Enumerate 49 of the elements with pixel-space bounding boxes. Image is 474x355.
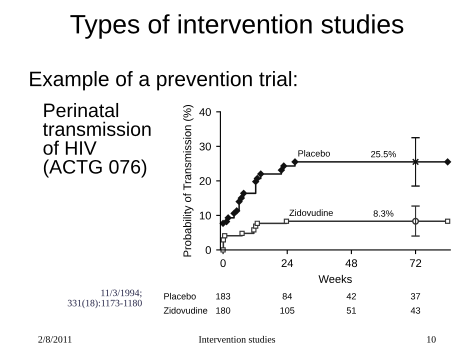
point bbox=[291, 158, 298, 166]
chart-subtitle: Example of a prevention trial: bbox=[30, 71, 296, 90]
x-tick-label: 0 bbox=[220, 259, 226, 268]
text: 2/8/2011 bbox=[38, 336, 72, 343]
text: Intervention studies bbox=[198, 336, 276, 343]
point bbox=[238, 194, 245, 202]
point bbox=[254, 220, 260, 226]
point bbox=[224, 214, 232, 222]
point bbox=[280, 162, 288, 170]
text: Placebo bbox=[164, 292, 196, 300]
annotation: 8.3% bbox=[374, 210, 394, 217]
x-axis-title: Weeks bbox=[318, 274, 352, 284]
point bbox=[239, 230, 245, 236]
chart-title: Types of intervention studies bbox=[70, 14, 404, 39]
point bbox=[412, 158, 420, 166]
text: 37 bbox=[410, 293, 420, 300]
text: 51 bbox=[346, 307, 356, 314]
text: 42 bbox=[346, 293, 356, 300]
x-tick-label: 24 bbox=[282, 259, 294, 267]
point bbox=[251, 227, 256, 233]
point bbox=[222, 233, 228, 238]
point bbox=[233, 207, 240, 214]
text: 105 bbox=[280, 307, 294, 314]
y-tick-label: 30 bbox=[199, 142, 211, 150]
x-tick-label: 48 bbox=[345, 259, 358, 268]
point bbox=[444, 218, 450, 224]
text: 183 bbox=[216, 293, 230, 300]
text: 10 bbox=[427, 336, 436, 343]
y-tick-label: 10 bbox=[200, 212, 211, 220]
x-tick-label: 72 bbox=[410, 259, 422, 267]
y-axis-title: Probability of Transmission (%) bbox=[183, 104, 194, 257]
point bbox=[278, 166, 285, 174]
series-label: Zidovudine bbox=[289, 209, 333, 216]
text: 11/3/1994; 331(18):1173-1180 bbox=[68, 290, 142, 308]
y-tick-label: 0 bbox=[206, 246, 211, 254]
y-tick-label: 40 bbox=[199, 108, 211, 116]
point bbox=[257, 170, 264, 178]
text: 43 bbox=[410, 307, 420, 314]
annotation: 25.5% bbox=[371, 150, 396, 158]
y-tick-label: 20 bbox=[200, 177, 211, 186]
text: Perinatal transmission of HIV (ACTG 076) bbox=[42, 102, 151, 178]
point bbox=[444, 158, 452, 166]
series-label: Placebo bbox=[298, 150, 330, 157]
text: 180 bbox=[216, 307, 230, 314]
point bbox=[284, 218, 290, 224]
text: Zidovudine bbox=[164, 307, 208, 314]
text: 84 bbox=[282, 293, 292, 300]
point bbox=[240, 190, 248, 197]
point bbox=[254, 174, 261, 182]
